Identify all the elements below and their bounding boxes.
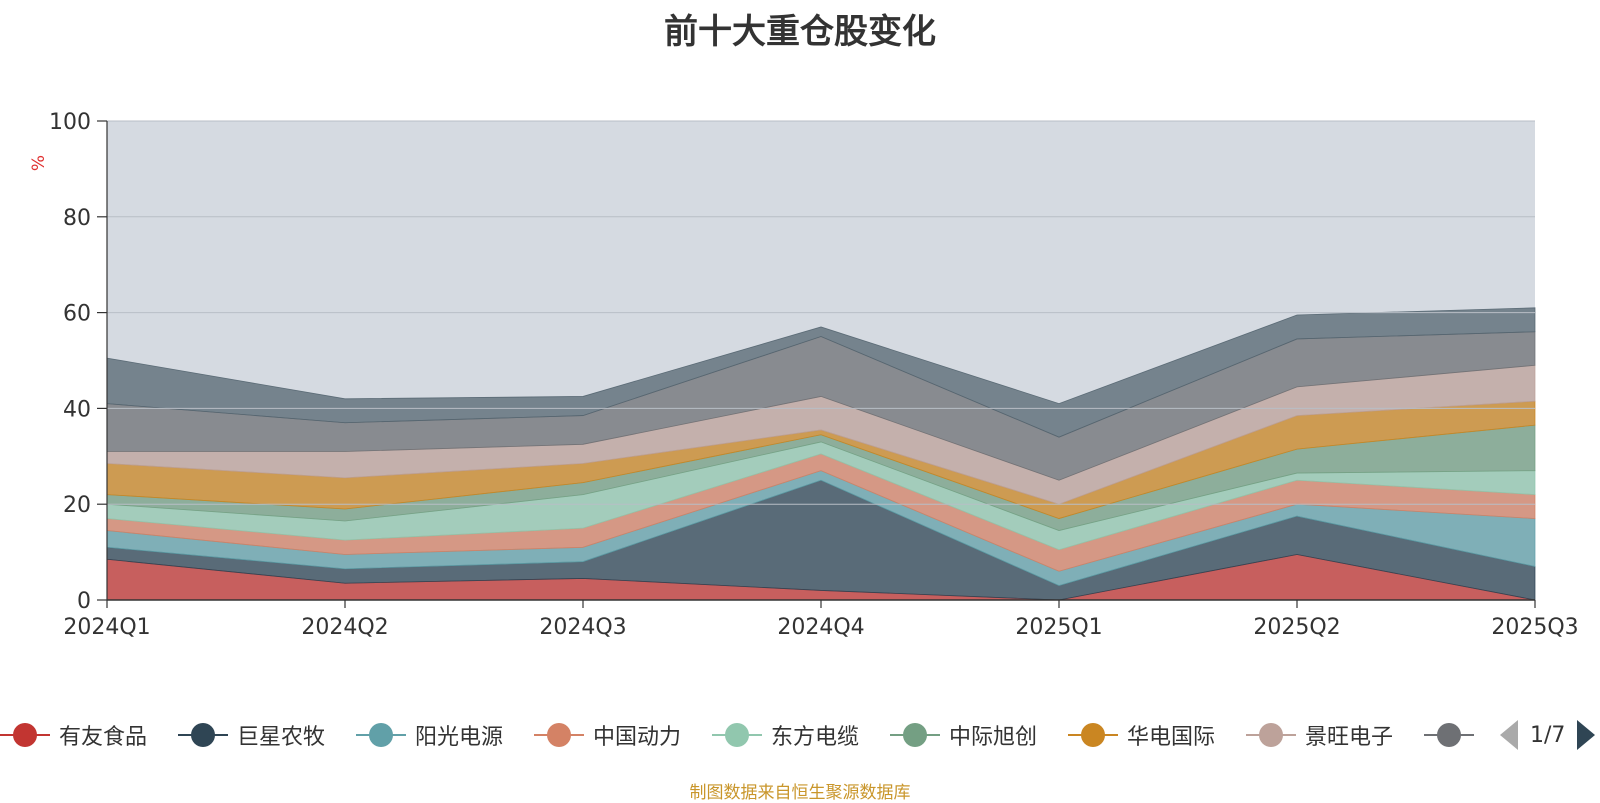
legend-prev-page-icon[interactable] xyxy=(1500,720,1518,750)
y-tick-label: 100 xyxy=(49,110,91,135)
legend-marker-icon xyxy=(534,720,584,750)
legend-label: 景旺电子 xyxy=(1305,725,1394,750)
legend-label: 巨星农牧 xyxy=(237,725,326,750)
x-tick-label: 2024Q4 xyxy=(777,615,864,640)
legend-label: 东方电缆 xyxy=(771,725,860,750)
area-series-10[interactable] xyxy=(106,307,1536,438)
chart-title: 前十大重仓股变化 xyxy=(664,12,936,52)
x-tick-label: 2025Q1 xyxy=(1015,615,1102,640)
legend-item[interactable]: 景旺电子 xyxy=(1246,718,1393,752)
legend-label: 华电国际 xyxy=(1127,725,1216,750)
legend-pager: 1/7 xyxy=(1500,718,1596,752)
legend-item[interactable]: 东方电缆 xyxy=(712,718,859,752)
x-tick-label: 2025Q3 xyxy=(1491,615,1578,640)
legend-label: 中际旭创 xyxy=(949,725,1038,750)
legend-page-indicator: 1/7 xyxy=(1530,722,1566,748)
x-tick-label: 2024Q2 xyxy=(301,615,388,640)
legend-marker-icon xyxy=(178,720,228,750)
legend-marker-icon xyxy=(1424,720,1474,750)
y-tick-label: 20 xyxy=(63,493,91,518)
legend-next-page-icon[interactable] xyxy=(1577,720,1596,750)
legend-marker-icon xyxy=(0,720,50,750)
x-tick-label: 2024Q1 xyxy=(63,615,150,640)
legend-item[interactable]: 阳光电源 xyxy=(356,718,503,752)
data-source-note: 制图数据来自恒生聚源数据库 xyxy=(689,783,911,803)
legend-label: 有友食品 xyxy=(59,725,148,750)
legend-label: 中国动力 xyxy=(593,725,682,750)
y-tick-label: 60 xyxy=(63,302,91,327)
y-tick-label: 0 xyxy=(77,589,91,614)
legend-item[interactable]: 巨星农牧 xyxy=(178,718,325,752)
legend-item[interactable]: 中际旭创 xyxy=(890,718,1037,752)
legend-marker-icon xyxy=(356,720,406,750)
legend-item[interactable]: 中国动力 xyxy=(534,718,681,752)
legend-item[interactable] xyxy=(1424,718,1483,752)
legend-marker-icon xyxy=(1246,720,1296,750)
y-tick-label: 40 xyxy=(63,397,91,422)
legend-marker-icon xyxy=(712,720,762,750)
y-tick-label: 80 xyxy=(63,206,91,231)
legend-label: 阳光电源 xyxy=(415,725,504,750)
legend-marker-icon xyxy=(1068,720,1118,750)
legend-marker-icon xyxy=(890,720,940,750)
legend-item[interactable]: 有友食品 xyxy=(0,718,147,752)
x-tick-label: 2024Q3 xyxy=(539,615,626,640)
y-axis-label: % xyxy=(29,155,49,171)
legend-item[interactable]: 华电国际 xyxy=(1068,718,1215,752)
legend: 有友食品 巨星农牧 阳光电源 中国动力 东方电缆 中际旭创 华电国际 景旺电子 xyxy=(0,718,1600,758)
x-tick-label: 2025Q2 xyxy=(1253,615,1340,640)
